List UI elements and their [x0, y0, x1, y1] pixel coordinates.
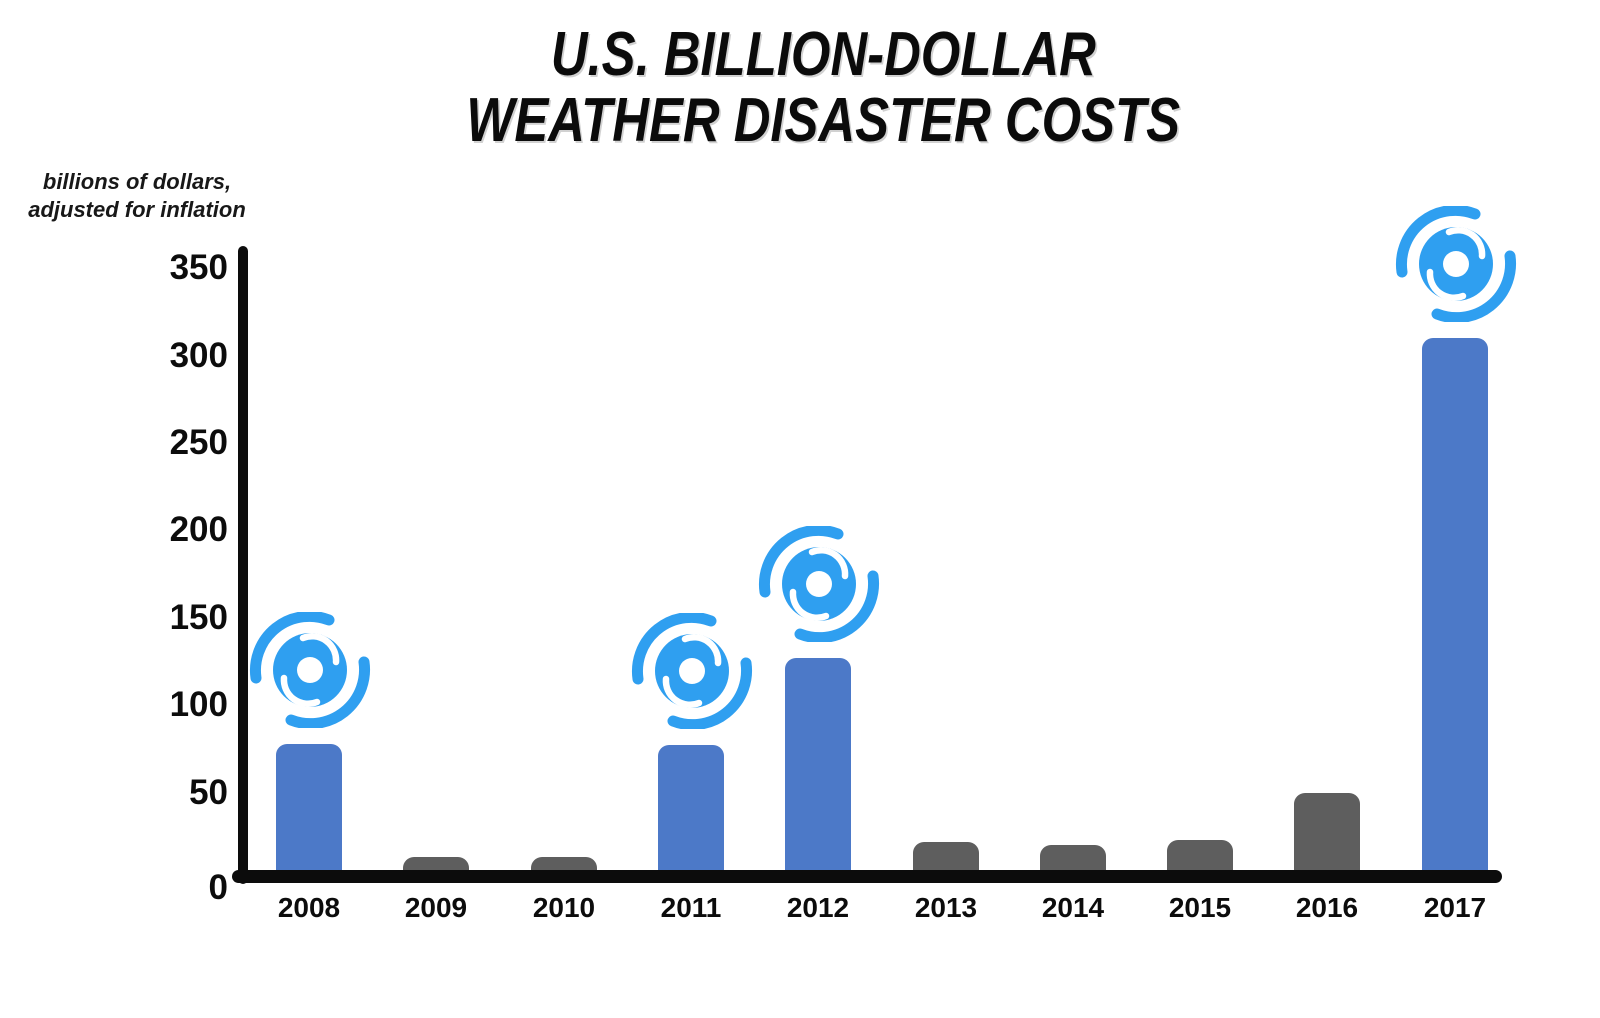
y-tick-350: 350 — [169, 248, 228, 288]
bar-2008 — [276, 744, 342, 878]
y-axis-note: billions of dollars, adjusted for inflat… — [10, 168, 264, 224]
y-axis-line — [238, 246, 248, 884]
chart-title: U.S. BILLION-DOLLAR WEATHER DISASTER COS… — [0, 22, 1600, 154]
hurricane-icon-2012 — [755, 526, 881, 642]
year-label-2012: 2012 — [786, 892, 850, 923]
y-tick-0: 0 — [208, 868, 228, 907]
year-label-2014: 2014 — [1041, 892, 1105, 923]
bar-2012 — [785, 658, 851, 878]
bar-2017 — [1422, 338, 1488, 878]
y-tick-50: 50 — [189, 772, 228, 812]
year-label-2009: 2009 — [404, 892, 468, 923]
y-axis-note-line-2: adjusted for inflation — [28, 197, 246, 222]
y-tick-250: 250 — [169, 423, 228, 462]
x-axis-line — [232, 870, 1502, 883]
y-tick-300: 300 — [169, 335, 228, 375]
year-label-2015: 2015 — [1168, 892, 1232, 923]
year-label-2008: 2008 — [277, 892, 341, 923]
y-tick-100: 100 — [169, 685, 228, 725]
bar-2016 — [1294, 793, 1360, 878]
y-axis-note-line-1: billions of dollars, — [42, 169, 232, 194]
hurricane-icon-2008 — [246, 612, 372, 728]
hurricane-icon-2011 — [628, 613, 754, 729]
y-tick-150: 150 — [169, 597, 228, 637]
year-label-2017: 2017 — [1423, 892, 1487, 923]
hurricane-icon-2017 — [1392, 206, 1518, 322]
bar-2011 — [658, 745, 724, 878]
year-label-2010: 2010 — [532, 892, 596, 923]
year-label-2016: 2016 — [1295, 892, 1359, 923]
year-label-2013: 2013 — [914, 892, 978, 923]
y-tick-200: 200 — [169, 510, 228, 550]
chart-title-line-1: U.S. BILLION-DOLLAR — [550, 20, 1096, 89]
chart-title-line-2: WEATHER DISASTER COSTS — [466, 86, 1180, 155]
year-label-2011: 2011 — [660, 892, 722, 923]
